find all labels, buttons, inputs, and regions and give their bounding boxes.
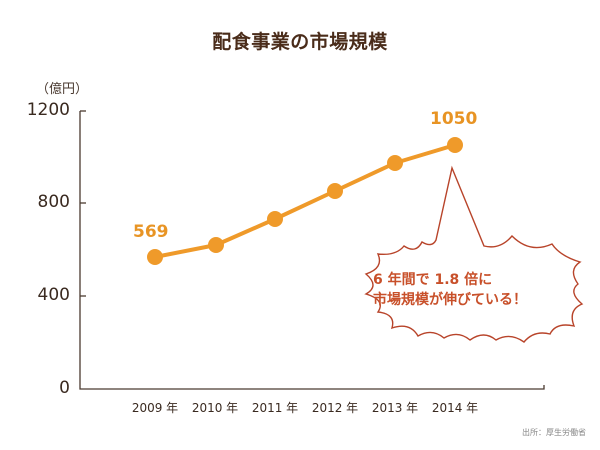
data-point-2009 — [147, 249, 163, 265]
data-label-2009: 569 — [133, 222, 169, 242]
series-markers — [147, 137, 463, 265]
x-tick-2014: 2014 年 — [431, 401, 479, 415]
chart-title: 配食事業の市場規模 — [212, 31, 388, 53]
y-tick-400: 400 — [37, 285, 70, 305]
x-tick-2012: 2012 年 — [311, 401, 359, 415]
callout-line-2: 市場規模が伸びている！ — [373, 292, 527, 308]
source-note: 出所：厚生労働省 — [522, 428, 586, 437]
y-axis-unit-label: （億円） — [36, 82, 89, 97]
data-point-2010 — [208, 237, 224, 253]
data-point-2014 — [447, 137, 463, 153]
x-tick-2013: 2013 年 — [371, 401, 419, 415]
callout-line-1: 6 年間で 1.8 倍に — [373, 272, 493, 288]
data-label-2014: 1050 — [430, 109, 478, 129]
callout-text: 6 年間で 1.8 倍に 市場規模が伸びている！ — [373, 270, 573, 310]
axes — [79, 110, 545, 390]
x-tick-2010: 2010 年 — [191, 401, 239, 415]
data-point-2012 — [327, 183, 343, 199]
data-point-2013 — [387, 155, 403, 171]
callout-burst — [364, 165, 584, 343]
x-tick-2009: 2009 年 — [131, 401, 179, 415]
x-tick-2011: 2011 年 — [251, 401, 299, 415]
data-point-2011 — [267, 211, 283, 227]
series-line — [154, 143, 456, 259]
y-tick-1200: 1200 — [26, 100, 70, 120]
y-tick-800: 800 — [37, 192, 70, 212]
y-tick-0: 0 — [59, 378, 70, 398]
